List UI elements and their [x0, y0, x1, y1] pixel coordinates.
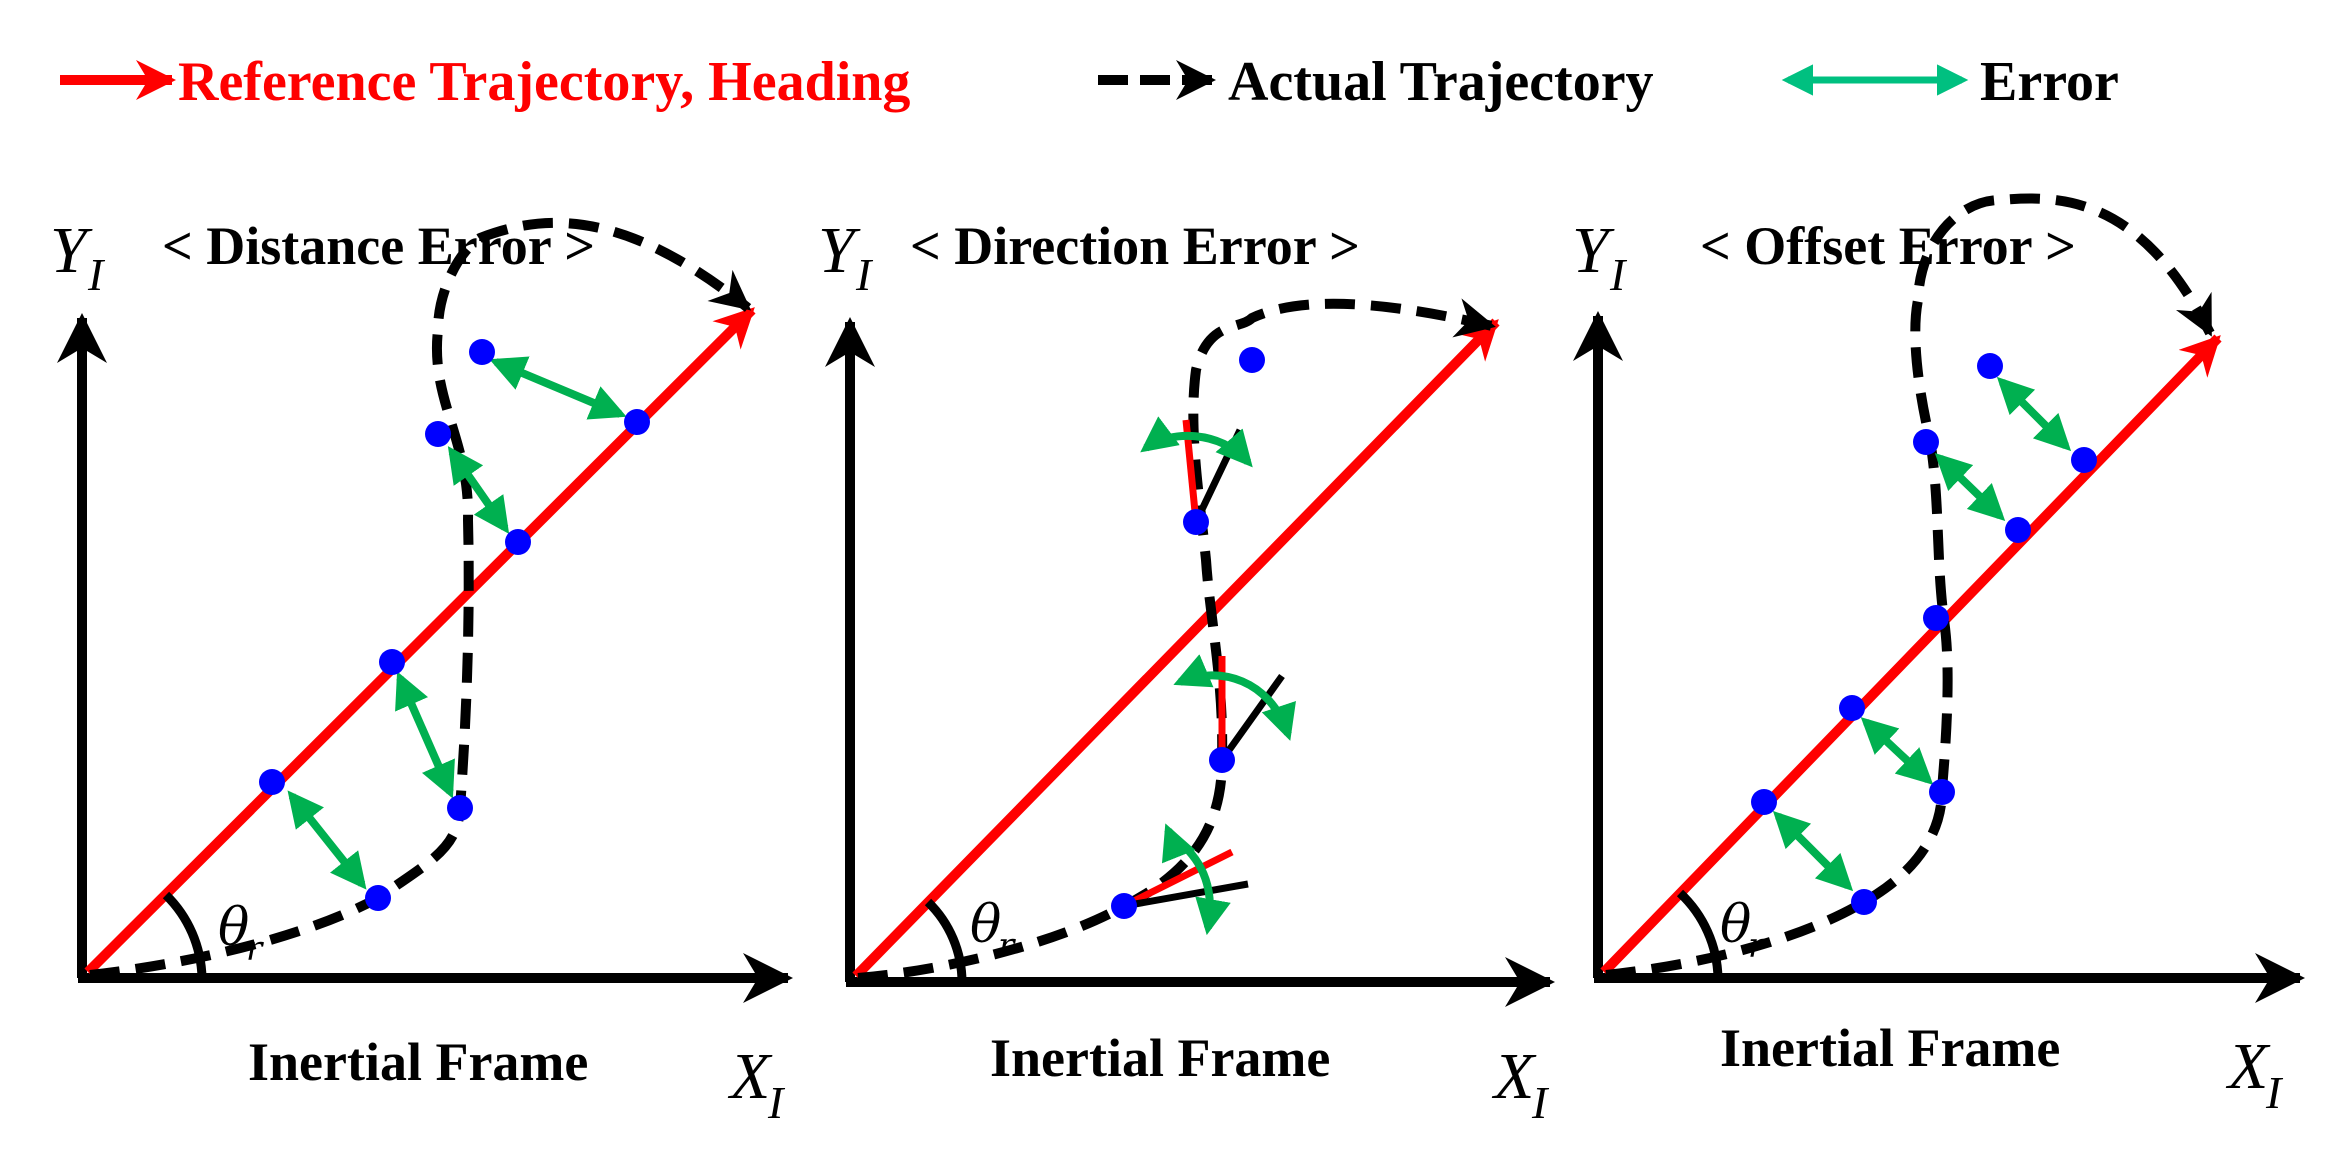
- angle-error-arrow: [1162, 823, 1231, 936]
- error-arrow: [447, 446, 510, 534]
- x-axis-subscript: I: [1531, 1077, 1550, 1128]
- legend-actual-label: Actual Trajectory: [1228, 51, 1654, 113]
- trajectory-point: [1183, 509, 1209, 535]
- trajectory-point: [1111, 893, 1137, 919]
- y-axis-letter: Y: [818, 214, 861, 287]
- x-axis-label: X I: [727, 1040, 786, 1128]
- theta-subscript: r: [998, 926, 1016, 966]
- panel-distance-error: < Distance Error > Y I X I Inertial Fram…: [50, 214, 793, 1128]
- trajectory-point: [1923, 605, 1949, 631]
- trajectory-point: [1913, 429, 1939, 455]
- trajectory-point: [425, 421, 451, 447]
- actual-trajectory: [89, 217, 752, 980]
- trajectory-point: [1977, 353, 2003, 379]
- error-arrow: [489, 356, 627, 420]
- theta-arc: [924, 898, 967, 983]
- legend-error-label: Error: [1980, 51, 2119, 113]
- sample-points: [1111, 347, 1265, 919]
- x-axis-subscript: I: [767, 1077, 786, 1128]
- error-arrows: [1772, 376, 2072, 892]
- frame-label: Inertial Frame: [1720, 1018, 2060, 1078]
- actual-trajectory: [1605, 193, 2215, 980]
- x-axis-subscript: I: [2265, 1067, 2284, 1118]
- trajectory-point: [259, 769, 285, 795]
- theta-label: θ r: [1720, 895, 1766, 966]
- panel-title: < Distance Error >: [162, 216, 595, 276]
- angle-error-arrows: [1140, 416, 1296, 936]
- error-arrow: [1772, 810, 1854, 892]
- sample-points: [259, 339, 650, 911]
- y-axis-letter: Y: [50, 214, 93, 287]
- theta-symbol: θ: [970, 895, 1001, 955]
- reference-trajectory: [1600, 334, 2222, 976]
- y-axis-subscript: I: [1609, 249, 1628, 300]
- y-axis-subscript: I: [87, 249, 106, 300]
- theta-symbol: θ: [218, 898, 249, 958]
- trajectory-point: [2071, 447, 2097, 473]
- frame-label: Inertial Frame: [248, 1032, 588, 1092]
- trajectory-point: [1209, 747, 1235, 773]
- trajectory-point: [379, 649, 405, 675]
- error-arrow: [1934, 452, 2006, 522]
- reference-trajectory: [852, 318, 1500, 980]
- error-arrow: [1996, 376, 2072, 452]
- theta-symbol: θ: [1720, 895, 1751, 955]
- theta-subscript: r: [1748, 926, 1766, 966]
- trajectory-point: [1839, 695, 1865, 721]
- theta-arc: [162, 891, 207, 979]
- trajectory-point: [469, 339, 495, 365]
- trajectory-point: [2005, 517, 2031, 543]
- y-axis-label: Y I: [1572, 214, 1628, 300]
- trajectory-point: [1929, 779, 1955, 805]
- panel-title: < Direction Error >: [910, 216, 1360, 276]
- frame-label: Inertial Frame: [990, 1028, 1330, 1088]
- y-axis-subscript: I: [855, 249, 874, 300]
- theta-label: θ r: [970, 895, 1016, 966]
- trajectory-point: [1239, 347, 1265, 373]
- panel-offset-error: < Offset Error > Y I X I Inertial Frame …: [1572, 193, 2305, 1118]
- y-axis-label: Y I: [818, 214, 874, 300]
- theta-label: θ r: [218, 898, 264, 969]
- y-axis-label: Y I: [50, 214, 106, 300]
- error-arrow: [287, 790, 367, 890]
- trajectory-point: [505, 529, 531, 555]
- angle-error-arrow: [1173, 654, 1296, 741]
- legend-reference-label: Reference Trajectory, Heading: [178, 51, 910, 113]
- x-axis-letter: X: [727, 1040, 773, 1113]
- x-axis-label: X I: [1491, 1040, 1550, 1128]
- actual-trajectory: [857, 298, 1496, 983]
- panel-title: < Offset Error >: [1700, 216, 2076, 276]
- panel-direction-error: < Direction Error > Y I X I Inertial Fra…: [818, 214, 1555, 1128]
- angle-error-arrow: [1140, 416, 1253, 468]
- error-arrow: [1860, 717, 1934, 785]
- trajectory-point: [624, 409, 650, 435]
- theta-arc: [1676, 889, 1723, 979]
- x-axis-letter: X: [1491, 1040, 1537, 1113]
- x-axis-letter: X: [2225, 1030, 2271, 1103]
- error-arrow: [395, 671, 455, 799]
- trajectory-point: [365, 885, 391, 911]
- y-axis-letter: Y: [1572, 214, 1615, 287]
- sample-points: [1751, 353, 2097, 915]
- theta-subscript: r: [246, 929, 264, 969]
- trajectory-point: [1851, 889, 1877, 915]
- x-axis-label: X I: [2225, 1030, 2284, 1118]
- legend: Reference Trajectory, Heading Actual Tra…: [60, 51, 2119, 113]
- trajectory-point: [447, 795, 473, 821]
- error-arrows: [287, 356, 627, 890]
- trajectory-point: [1751, 789, 1777, 815]
